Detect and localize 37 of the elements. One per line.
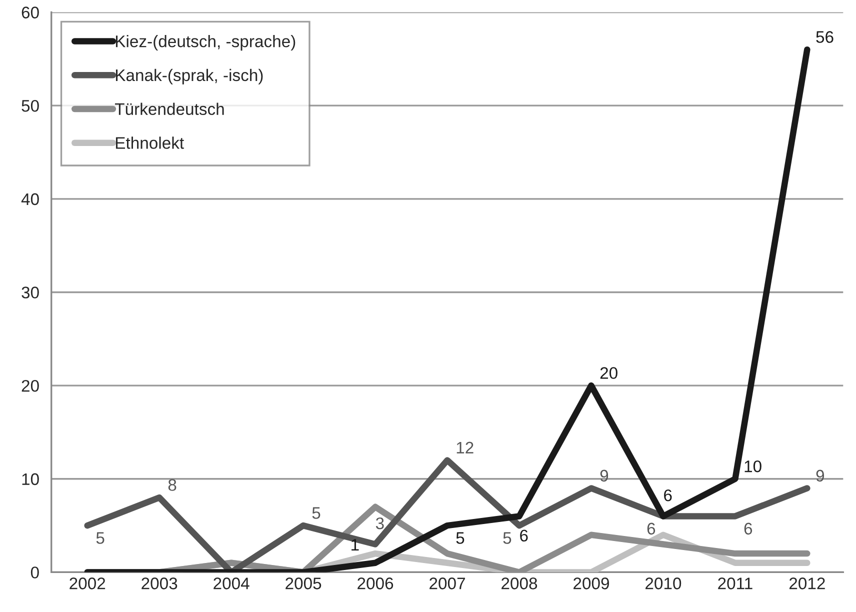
legend-label: Ethnolekt	[116, 136, 184, 149]
x-tick-label: 2011	[718, 578, 752, 590]
data-label: 12	[456, 442, 474, 454]
legend-label: Kiez-(deutsch, -sprache)	[116, 35, 296, 51]
x-tick-label: 2007	[430, 578, 465, 590]
x-tick-label: 2009	[574, 578, 609, 590]
x-tick-label: 2012	[789, 578, 825, 590]
y-tick-label: 0	[30, 566, 39, 578]
data-label: 3	[376, 517, 384, 530]
x-tick-label: 2003	[142, 578, 178, 590]
data-label: 10	[744, 460, 762, 472]
x-tick-label: 2004	[214, 578, 250, 590]
x-tick-label: 2006	[358, 578, 394, 590]
x-tick-label: 2008	[502, 578, 538, 590]
data-label: 6	[744, 522, 752, 535]
data-label: 5	[312, 507, 320, 519]
data-label: 8	[168, 479, 176, 491]
legend-label: Türkendeutsch	[114, 102, 224, 116]
data-label: 6	[647, 522, 656, 535]
data-label: 5	[456, 532, 464, 544]
x-tick-label: 2002	[70, 578, 106, 590]
data-label: 5	[96, 532, 104, 544]
data-label: 6	[520, 530, 528, 542]
y-tick-label: 10	[22, 473, 39, 486]
y-tick-label: 30	[22, 286, 39, 298]
y-tick-label: 20	[22, 380, 39, 392]
y-tick-label: 60	[22, 6, 39, 18]
y-tick-label: 50	[22, 100, 39, 112]
data-label: 20	[600, 367, 618, 379]
data-label: 5	[503, 532, 512, 544]
y-tick-label: 40	[21, 193, 39, 206]
data-label: 56	[816, 31, 834, 43]
legend-label: Kanak-(sprak, -isch)	[116, 68, 263, 84]
data-label: 1	[352, 539, 359, 551]
x-tick-label: 2005	[286, 578, 322, 590]
x-tick-label: 2010	[646, 578, 682, 590]
data-label: 6	[664, 489, 672, 502]
